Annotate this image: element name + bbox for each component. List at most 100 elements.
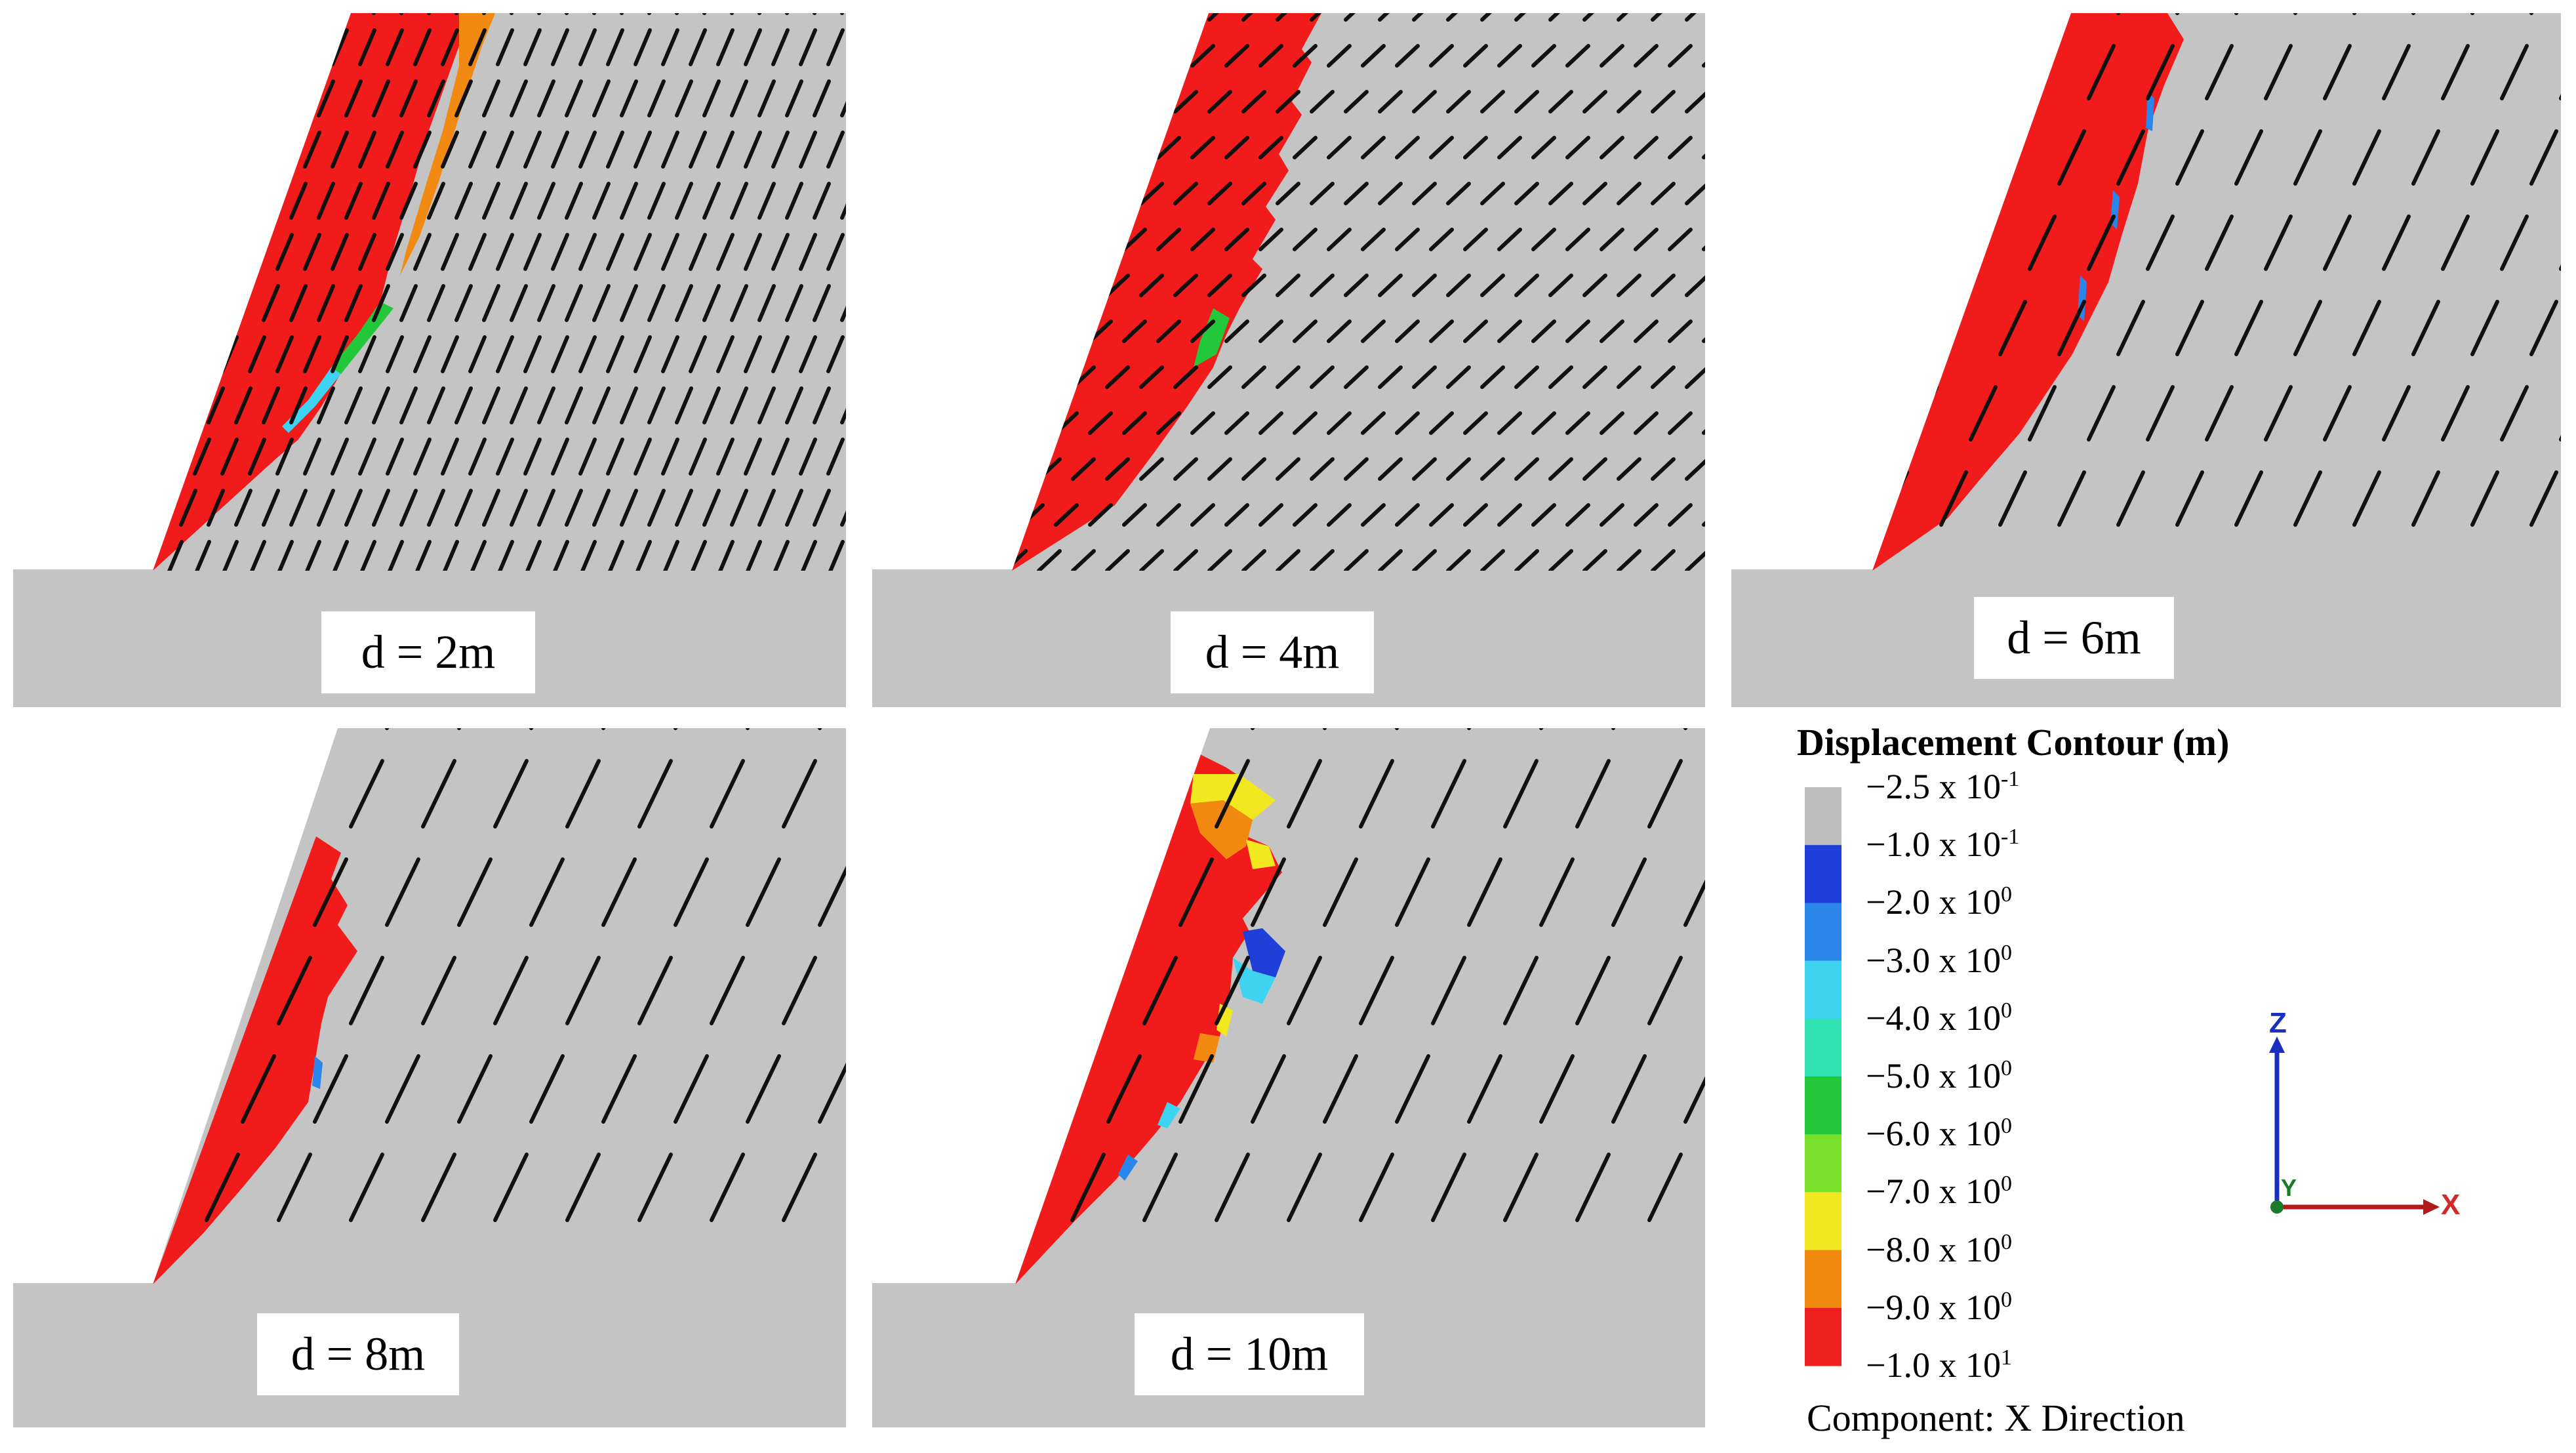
joint-segment xyxy=(826,540,845,571)
joint-segment xyxy=(1565,503,1590,527)
joint-segment xyxy=(661,438,679,476)
joint-segment xyxy=(1378,90,1403,113)
joint-segment xyxy=(482,79,500,117)
joint-segment xyxy=(716,438,735,476)
joint-segment xyxy=(1224,44,1249,68)
joint-segment xyxy=(2175,300,2204,356)
joint-segment xyxy=(289,13,308,15)
joint-segment xyxy=(799,28,817,66)
joint-segment xyxy=(220,438,239,476)
joint-segment xyxy=(1037,365,1062,389)
joint-segment xyxy=(1685,90,1705,113)
joint-segment xyxy=(454,284,473,322)
joint-segment xyxy=(620,79,638,117)
joint-segment xyxy=(289,489,308,527)
joint-segment xyxy=(126,81,140,115)
joint-segment xyxy=(964,1056,996,1122)
joint-segment xyxy=(537,182,555,220)
joint-segment xyxy=(592,79,611,117)
legend-swatch xyxy=(1805,1018,1841,1077)
joint-segment xyxy=(169,857,204,927)
joint-segment xyxy=(757,284,776,322)
joint-segment xyxy=(468,233,487,271)
legend-tick-label: −4.0 x 100 xyxy=(1866,998,2012,1038)
orange-zone xyxy=(1190,800,1253,859)
joint-segment xyxy=(1012,274,1028,297)
joint-segment xyxy=(372,284,390,322)
joint-segment xyxy=(592,386,611,424)
joint-segment xyxy=(1548,274,1573,297)
joint-segment xyxy=(1617,365,1641,389)
joint-segment xyxy=(1575,956,1611,1025)
joint-segment xyxy=(358,438,376,476)
axis-triad xyxy=(2269,1036,2440,1215)
joint-segment xyxy=(1668,319,1693,343)
joint-segment xyxy=(1617,182,1641,205)
joint-segment xyxy=(1497,503,1522,527)
joint-segment xyxy=(1651,457,1676,481)
joint-segment xyxy=(1105,274,1130,297)
joint-segment xyxy=(785,13,803,15)
joint-segment xyxy=(689,540,707,571)
joint-segment xyxy=(220,233,239,271)
joint-segment xyxy=(2323,385,2352,441)
joint-segment xyxy=(98,1056,130,1122)
tick-exponent: 0 xyxy=(2000,1172,2012,1197)
joint-segment xyxy=(496,233,514,271)
joint-segment xyxy=(537,284,555,322)
joint-segment xyxy=(565,489,583,527)
joint-segment xyxy=(1600,228,1624,251)
joint-segment xyxy=(2411,129,2440,186)
joint-segment xyxy=(1531,319,1556,343)
joint-segment xyxy=(205,1153,240,1222)
joint-segment xyxy=(1431,759,1466,829)
joint-segment xyxy=(427,386,445,424)
joint-segment xyxy=(262,182,280,220)
joint-segment xyxy=(730,13,748,15)
joint-segment xyxy=(1463,136,1488,159)
joint-segment xyxy=(1395,228,1420,251)
joint-segment xyxy=(493,1153,529,1222)
joint-segment xyxy=(1429,44,1454,68)
joint-segment xyxy=(1105,182,1130,205)
joint-segment xyxy=(1721,184,1742,203)
joint-segment xyxy=(289,284,308,322)
joint-segment xyxy=(2146,215,2175,271)
joint-segment xyxy=(2028,215,2057,271)
joint-segment xyxy=(372,489,390,527)
axis-origin xyxy=(2270,1200,2284,1214)
joint-segment xyxy=(744,540,762,571)
joint-segment xyxy=(275,233,294,271)
joint-segment xyxy=(153,233,156,271)
joint-segment xyxy=(716,28,735,66)
joint-segment xyxy=(277,759,312,829)
joint-segment xyxy=(2352,470,2381,527)
joint-segment xyxy=(1531,503,1556,527)
joint-segment xyxy=(1310,549,1335,571)
joint-segment xyxy=(1344,274,1369,297)
joint-segment xyxy=(2529,470,2558,527)
joint-segment xyxy=(620,489,638,527)
joint-segment xyxy=(647,13,666,15)
joint-segment xyxy=(1429,136,1454,159)
legend-swatch xyxy=(1805,1250,1841,1309)
joint-segment xyxy=(153,284,170,322)
legend-swatch xyxy=(1805,1192,1841,1251)
joint-segment xyxy=(785,79,803,117)
joint-segment xyxy=(1823,131,1848,184)
joint-segment xyxy=(1207,365,1232,389)
joint-segment xyxy=(1634,319,1659,343)
joint-segment xyxy=(799,438,817,476)
joint-segment xyxy=(1070,956,1106,1025)
tick-exponent: 0 xyxy=(2000,882,2012,907)
joint-segment xyxy=(2411,470,2440,527)
joint-segment xyxy=(1071,457,1096,481)
joint-segment xyxy=(2293,129,2322,186)
joint-segment xyxy=(2323,215,2352,271)
joint-segment xyxy=(2205,44,2234,100)
joint-segment xyxy=(344,489,363,527)
joint-segment xyxy=(457,857,493,927)
joint-segment xyxy=(1721,92,1742,112)
joint-segment xyxy=(1582,457,1607,481)
joint-segment xyxy=(262,386,280,424)
